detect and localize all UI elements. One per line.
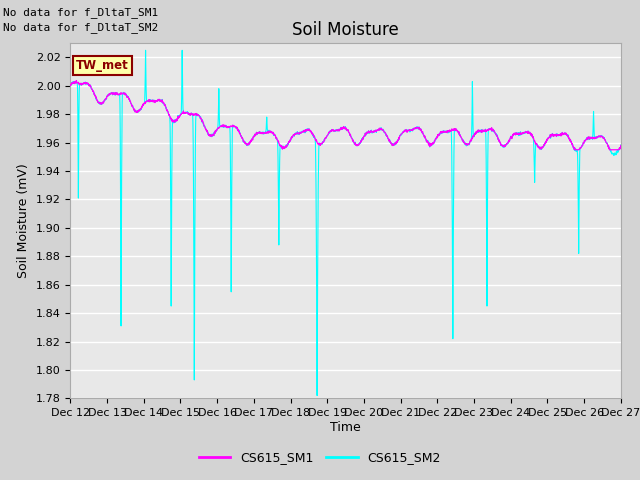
X-axis label: Time: Time: [330, 421, 361, 434]
Text: TW_met: TW_met: [76, 59, 129, 72]
Title: Soil Moisture: Soil Moisture: [292, 21, 399, 39]
Text: No data for f_DltaT_SM1: No data for f_DltaT_SM1: [3, 7, 159, 18]
Y-axis label: Soil Moisture (mV): Soil Moisture (mV): [17, 163, 30, 278]
Legend: CS615_SM1, CS615_SM2: CS615_SM1, CS615_SM2: [194, 446, 446, 469]
Text: No data for f_DltaT_SM2: No data for f_DltaT_SM2: [3, 22, 159, 33]
